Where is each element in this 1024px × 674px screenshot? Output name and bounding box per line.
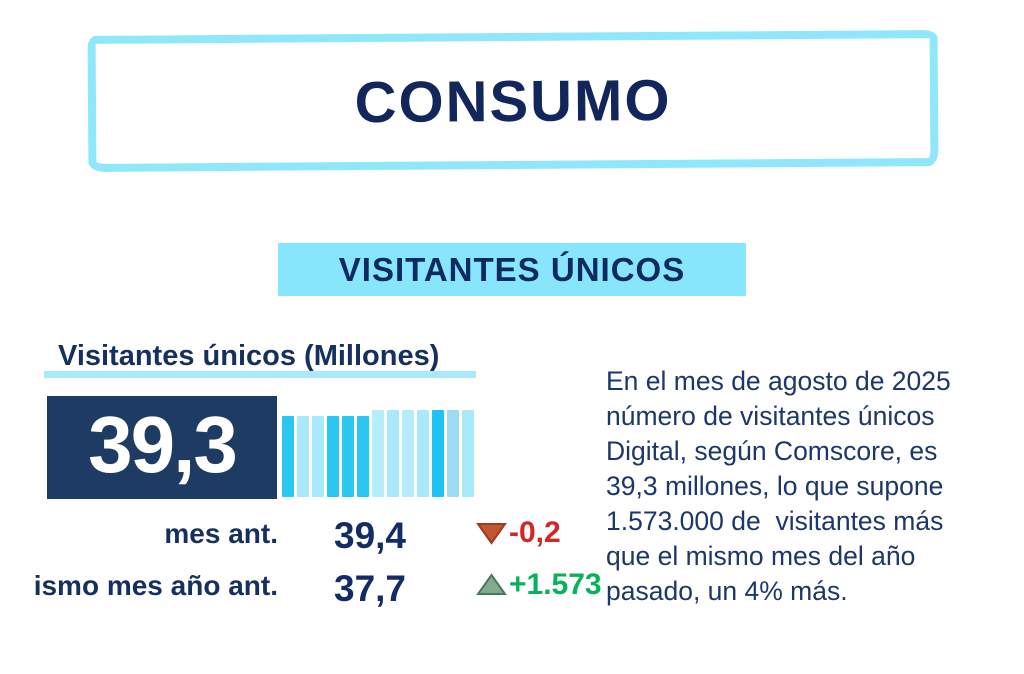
section-header-label: VISITANTES ÚNICOS	[338, 250, 686, 288]
paragraph-line: número de visitantes únicos	[606, 401, 935, 431]
triangle-up-icon	[476, 573, 507, 595]
sparkline-bar	[372, 410, 384, 497]
paragraph-line: que el mismo mes del año	[606, 541, 916, 571]
sparkline-bar	[447, 410, 459, 497]
sparkline-bar	[327, 416, 339, 497]
triangle-down-icon	[476, 523, 507, 545]
sparkline-bar	[417, 410, 429, 497]
paragraph-line: En el mes de agosto de 2025	[606, 366, 951, 396]
summary-paragraph: En el mes de agosto de 2025 número de vi…	[606, 364, 1006, 609]
page-title: CONSUMO	[354, 67, 672, 135]
paragraph-line: Digital, según Comscore, es	[606, 436, 938, 466]
sparkline-bar	[387, 410, 399, 497]
sparkline-bar	[357, 416, 369, 497]
sparkline-bars	[282, 410, 482, 497]
paragraph-line: pasado, un 4% más.	[606, 576, 848, 606]
paragraph-line: 39,3 millones, lo que supone	[606, 471, 944, 501]
sparkline-bar	[462, 410, 474, 497]
sparkline-bar	[342, 416, 354, 497]
heading-underline	[44, 371, 476, 378]
row-label-mismo-mes: ismo mes año ant.	[33, 570, 278, 601]
kpi-value: 39,3	[88, 399, 238, 489]
paragraph-line: 1.573.000 de visitantes más	[606, 506, 944, 536]
delta-value-mismo-mes: +1.573	[509, 568, 602, 601]
section-header: VISITANTES ÚNICOS	[278, 243, 746, 296]
metric-heading: Visitantes únicos (Millones)	[58, 340, 440, 372]
row-value-mismo-mes: 37,7	[334, 568, 407, 609]
sparkline-bar	[282, 416, 294, 497]
delta-mismo-mes: +1.573	[476, 570, 602, 600]
row-label-mes-ant: mes ant.	[164, 518, 278, 549]
kpi-box: 39,3	[47, 396, 277, 499]
delta-value-mes-ant: -0,2	[509, 516, 561, 549]
row-value-mes-ant: 39,4	[334, 515, 407, 556]
title-frame: CONSUMO	[87, 30, 939, 172]
sparkline-bar	[312, 416, 324, 497]
sparkline-bar	[432, 410, 444, 497]
sparkline-bar	[297, 416, 309, 497]
sparkline-bar	[402, 410, 414, 497]
delta-mes-ant: -0,2	[476, 518, 561, 548]
